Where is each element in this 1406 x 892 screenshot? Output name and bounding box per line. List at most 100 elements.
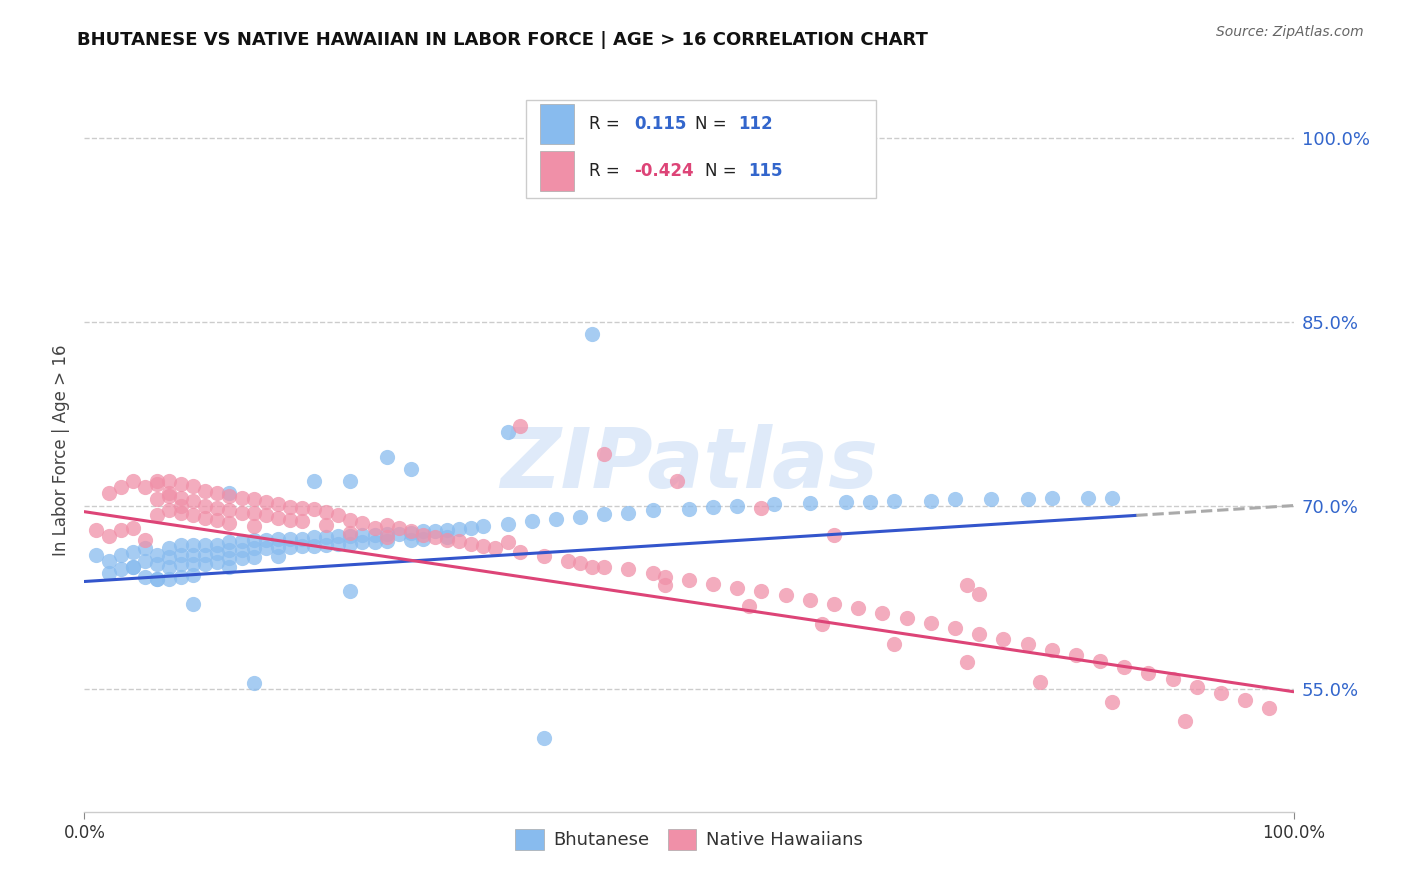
Point (181, 558, 204, 572)
Point (967, 587, 990, 601)
Point (702, 577, 724, 591)
Point (328, 529, 350, 543)
Point (231, 551, 253, 566)
Point (1209, 686, 1232, 700)
Point (665, 474, 688, 488)
Point (339, 584, 361, 599)
Point (412, 524, 434, 539)
Point (1114, 660, 1136, 674)
Point (291, 532, 314, 546)
Point (920, 616, 942, 631)
Point (194, 483, 217, 498)
Point (399, 525, 422, 540)
Point (544, 512, 567, 526)
Text: R =: R = (589, 115, 624, 133)
Point (302, 474, 325, 488)
Point (291, 515, 314, 529)
Point (569, 509, 592, 524)
Point (496, 535, 519, 549)
Point (97, 529, 120, 543)
Point (194, 499, 217, 513)
Point (956, 578, 979, 592)
Point (278, 532, 301, 546)
Point (181, 508, 204, 523)
Point (399, 462, 422, 476)
Point (943, 621, 966, 635)
Point (956, 656, 979, 670)
Text: N =: N = (704, 161, 741, 180)
Point (846, 601, 869, 615)
Point (181, 538, 204, 552)
Point (363, 528, 385, 542)
Point (218, 503, 240, 517)
Point (1161, 673, 1184, 687)
Point (496, 516, 519, 531)
Point (1028, 674, 1050, 689)
Point (352, 535, 374, 549)
Legend: Bhutanese, Native Hawaiians: Bhutanese, Native Hawaiians (509, 822, 869, 857)
Point (181, 597, 204, 611)
Point (97, 486, 120, 500)
Point (484, 541, 506, 556)
Point (496, 425, 519, 439)
Point (146, 476, 169, 491)
Point (375, 450, 398, 464)
Point (170, 569, 193, 583)
Point (883, 493, 905, 508)
Point (1185, 680, 1208, 694)
Point (146, 508, 169, 523)
Point (86, 523, 108, 537)
Text: N =: N = (695, 115, 733, 133)
Point (278, 540, 301, 554)
Point (896, 611, 918, 625)
Point (254, 495, 277, 509)
Point (302, 502, 325, 516)
Point (121, 545, 143, 559)
Point (278, 500, 301, 514)
Point (835, 495, 858, 509)
Point (157, 559, 180, 574)
Point (593, 507, 616, 521)
Point (254, 533, 277, 547)
FancyBboxPatch shape (526, 100, 876, 198)
Point (157, 541, 180, 556)
Point (157, 489, 180, 503)
Point (146, 558, 169, 572)
Point (799, 496, 821, 510)
Point (302, 539, 325, 553)
Point (1174, 714, 1197, 728)
Point (254, 541, 277, 556)
Point (218, 486, 240, 500)
Point (170, 558, 193, 572)
Point (1101, 491, 1123, 506)
Point (339, 513, 361, 527)
Point (775, 588, 797, 602)
Point (859, 495, 882, 509)
Point (181, 493, 204, 508)
Point (242, 541, 264, 556)
Point (328, 536, 350, 550)
Point (352, 528, 374, 542)
Point (97, 554, 120, 568)
Point (267, 532, 290, 546)
Point (242, 676, 264, 690)
Point (920, 493, 942, 508)
Point (1017, 492, 1039, 507)
Point (363, 535, 385, 549)
Point (799, 592, 821, 607)
Point (460, 520, 482, 534)
Point (194, 558, 217, 572)
Point (207, 546, 229, 560)
Point (1137, 666, 1160, 681)
Point (569, 556, 592, 570)
Point (146, 474, 169, 488)
Point (388, 526, 411, 541)
Point (751, 501, 773, 516)
Point (738, 599, 761, 613)
Point (134, 569, 156, 583)
Point (581, 327, 603, 342)
Point (436, 530, 458, 544)
Point (218, 516, 240, 530)
Text: 115: 115 (748, 161, 783, 180)
Point (170, 548, 193, 562)
